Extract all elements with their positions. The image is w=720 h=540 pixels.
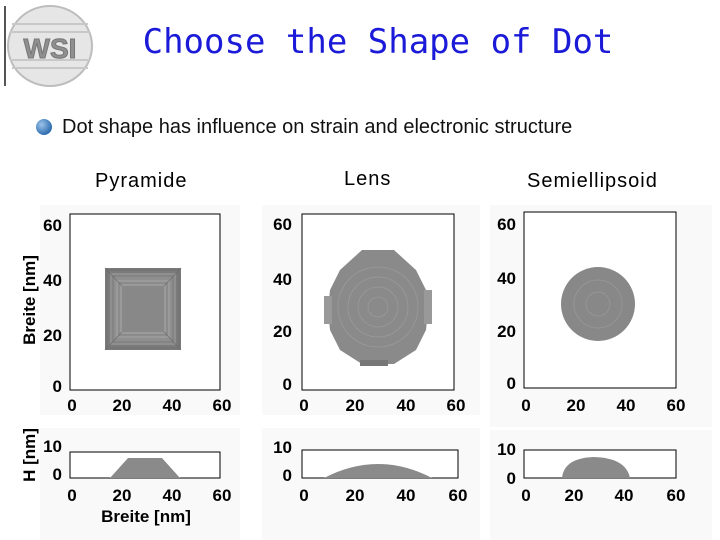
tick-bx-20: 20: [113, 486, 132, 505]
tick-y-40: 40: [497, 269, 516, 288]
tick-bx-0: 0: [521, 486, 530, 505]
tick-y-60: 60: [43, 216, 62, 235]
bullet-icon: [36, 119, 52, 135]
tick-x-20: 20: [567, 396, 586, 415]
tick-bx-40: 40: [397, 486, 416, 505]
column-label-semiellipsoid: Semiellipsoid: [527, 170, 658, 192]
y-axis-title-h: H [nm]: [20, 428, 39, 482]
tick-y-20: 20: [273, 322, 292, 341]
tick-bx-0: 0: [299, 486, 308, 505]
pyramid-top-view: [104, 267, 182, 351]
tick-x-60: 60: [213, 396, 232, 415]
tick-y-60: 60: [497, 215, 516, 234]
y-axis-title-breite: Breite [nm]: [20, 255, 39, 345]
tick-bx-60: 60: [449, 486, 468, 505]
tick-h-10: 10: [273, 438, 292, 457]
tick-h-0: 0: [283, 466, 292, 485]
lens-figure: 60 40 20 0 0 20 40 60 10 0 0 20 40 60: [262, 205, 480, 540]
tick-y-40: 40: [273, 270, 292, 289]
tick-x-20: 20: [346, 396, 365, 415]
tick-y-40: 40: [43, 271, 62, 290]
tick-x-20: 20: [113, 396, 132, 415]
lens-top-view: [324, 250, 432, 366]
wsi-logo: WSI: [4, 5, 93, 87]
lens-side-view: [324, 464, 432, 478]
tick-h-0: 0: [507, 469, 516, 488]
tick-x-0: 0: [521, 396, 530, 415]
tick-bx-40: 40: [163, 486, 182, 505]
tick-y-0: 0: [283, 375, 292, 394]
tick-x-40: 40: [617, 396, 636, 415]
tick-bx-40: 40: [615, 486, 634, 505]
column-label-pyramide: Pyramide: [95, 170, 188, 192]
tick-x-0: 0: [67, 396, 76, 415]
tick-h-10: 10: [43, 437, 62, 456]
bullet-item: Dot shape has influence on strain and el…: [36, 114, 572, 140]
tick-y-20: 20: [497, 322, 516, 341]
tick-y-0: 0: [53, 377, 62, 396]
pyramide-figure: Breite [nm] H [nm] 60 40 20 0 0 20 40 60…: [20, 205, 240, 540]
semiellipsoid-figure: 60 40 20 0 0 20 40 60 10 0 0 20 40 60: [490, 205, 712, 540]
tick-h-10: 10: [497, 440, 516, 459]
tick-x-60: 60: [447, 396, 466, 415]
tick-y-20: 20: [43, 326, 62, 345]
tick-x-60: 60: [667, 396, 686, 415]
tick-y-60: 60: [273, 215, 292, 234]
slide-title: Choose the Shape of Dot: [142, 22, 614, 62]
tick-bx-0: 0: [67, 486, 76, 505]
tick-x-40: 40: [397, 396, 416, 415]
x-axis-title-breite: Breite [nm]: [101, 507, 191, 526]
tick-x-0: 0: [299, 396, 308, 415]
pyramid-side-view: [110, 458, 180, 478]
semiellipsoid-side-view: [562, 457, 630, 478]
bullet-text: Dot shape has influence on strain and el…: [62, 115, 573, 138]
svg-text:WSI: WSI: [24, 33, 77, 64]
semiellipsoid-top-view: [561, 267, 635, 341]
tick-bx-20: 20: [346, 486, 365, 505]
column-label-lens: Lens: [344, 168, 392, 190]
tick-bx-60: 60: [667, 486, 686, 505]
tick-y-0: 0: [507, 374, 516, 393]
tick-x-40: 40: [163, 396, 182, 415]
tick-bx-20: 20: [565, 486, 584, 505]
tick-bx-60: 60: [213, 486, 232, 505]
tick-h-0: 0: [53, 465, 62, 484]
